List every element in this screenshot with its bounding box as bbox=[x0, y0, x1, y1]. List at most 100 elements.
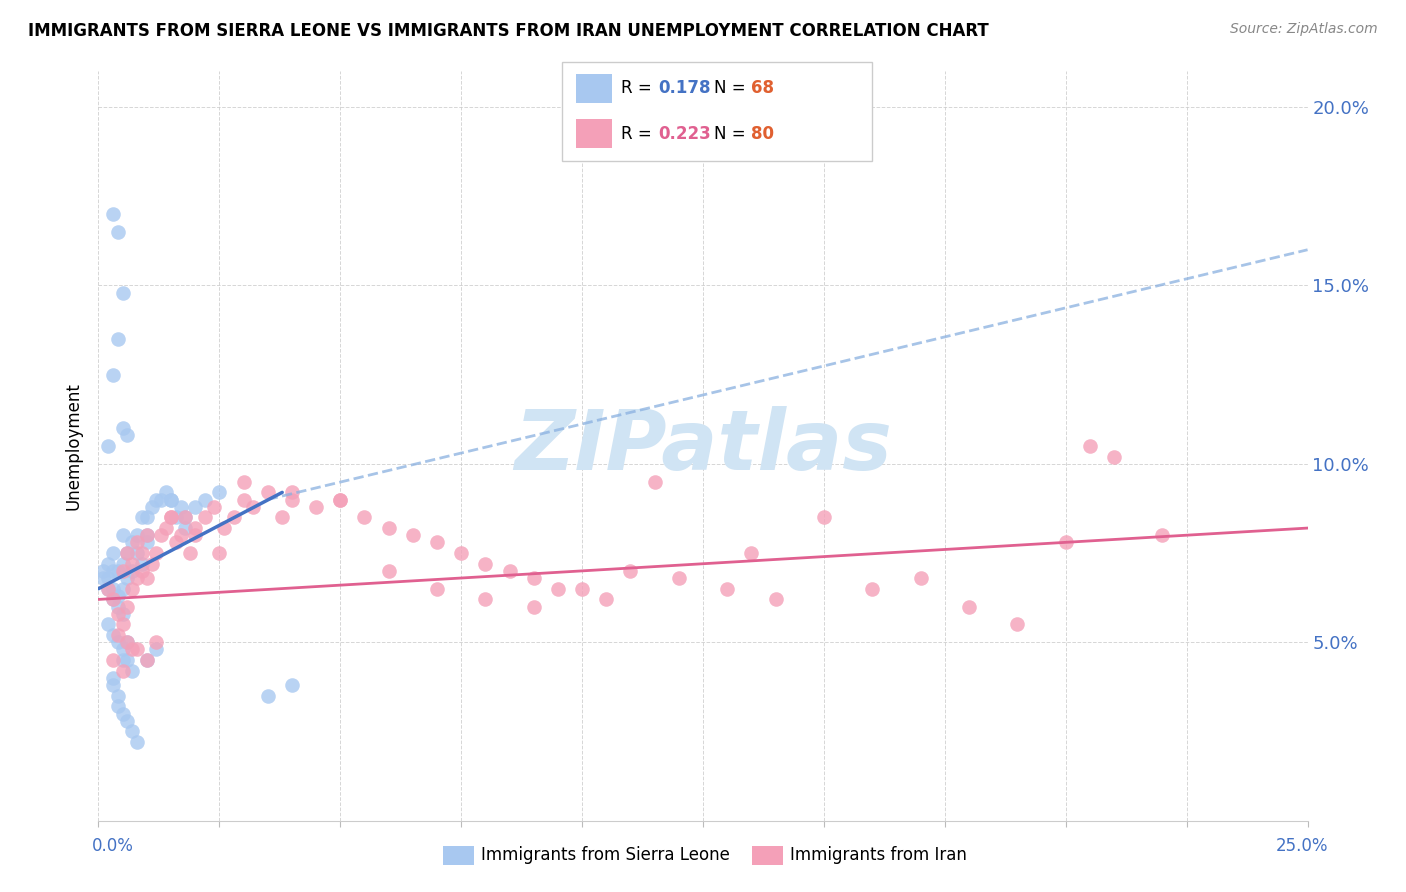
Point bbox=[121, 564, 143, 578]
Text: N =: N = bbox=[714, 79, 751, 97]
Point bbox=[135, 653, 157, 667]
Point bbox=[101, 592, 124, 607]
Point bbox=[101, 564, 124, 578]
Point bbox=[377, 521, 399, 535]
Point bbox=[222, 510, 245, 524]
Point bbox=[91, 564, 114, 578]
Point bbox=[127, 546, 149, 560]
Point bbox=[107, 225, 129, 239]
Point bbox=[135, 528, 157, 542]
Point bbox=[117, 571, 139, 585]
Point bbox=[402, 528, 425, 542]
Point bbox=[619, 564, 641, 578]
Text: Immigrants from Iran: Immigrants from Iran bbox=[790, 847, 967, 864]
Point bbox=[547, 582, 569, 596]
Point bbox=[111, 564, 134, 578]
Point bbox=[131, 546, 153, 560]
Point bbox=[305, 500, 328, 514]
Point bbox=[107, 699, 129, 714]
Point bbox=[169, 500, 191, 514]
Point bbox=[160, 492, 183, 507]
Point bbox=[232, 475, 254, 489]
Point bbox=[135, 653, 157, 667]
Point bbox=[127, 735, 149, 749]
Point bbox=[184, 528, 207, 542]
Point bbox=[97, 582, 120, 596]
Point bbox=[256, 485, 278, 500]
Point bbox=[97, 439, 120, 453]
Text: 0.223: 0.223 bbox=[658, 125, 711, 143]
Point bbox=[101, 546, 124, 560]
Point bbox=[184, 521, 207, 535]
Point bbox=[1102, 450, 1125, 464]
Point bbox=[111, 528, 134, 542]
Point bbox=[165, 535, 187, 549]
Point bbox=[1152, 528, 1174, 542]
Point bbox=[242, 500, 264, 514]
Text: ZIPatlas: ZIPatlas bbox=[515, 406, 891, 486]
Point bbox=[160, 510, 183, 524]
Point bbox=[111, 653, 134, 667]
Point bbox=[111, 617, 134, 632]
Point bbox=[121, 557, 143, 571]
Point bbox=[97, 571, 120, 585]
Point bbox=[121, 642, 143, 657]
Point bbox=[107, 599, 129, 614]
Point bbox=[131, 564, 153, 578]
Point bbox=[145, 492, 167, 507]
Point bbox=[97, 617, 120, 632]
Point bbox=[117, 714, 139, 728]
Point bbox=[111, 421, 134, 435]
Point bbox=[127, 535, 149, 549]
Point bbox=[117, 635, 139, 649]
Point bbox=[208, 546, 231, 560]
Text: 80: 80 bbox=[751, 125, 773, 143]
Point bbox=[121, 535, 143, 549]
Point bbox=[131, 557, 153, 571]
Text: 0.178: 0.178 bbox=[658, 79, 710, 97]
Point bbox=[111, 664, 134, 678]
Point bbox=[281, 485, 304, 500]
Point bbox=[91, 571, 114, 585]
Point bbox=[150, 528, 173, 542]
Point bbox=[165, 510, 187, 524]
Point bbox=[860, 582, 883, 596]
Point bbox=[813, 510, 835, 524]
Point bbox=[595, 592, 617, 607]
Point bbox=[765, 592, 787, 607]
Point bbox=[107, 564, 129, 578]
Point bbox=[117, 546, 139, 560]
Point bbox=[111, 642, 134, 657]
Text: 25.0%: 25.0% bbox=[1277, 837, 1329, 855]
Point bbox=[145, 642, 167, 657]
Point bbox=[141, 557, 163, 571]
Point bbox=[426, 582, 449, 596]
Point bbox=[194, 510, 217, 524]
Point bbox=[141, 500, 163, 514]
Point bbox=[111, 582, 134, 596]
Point bbox=[1054, 535, 1077, 549]
Point bbox=[101, 653, 124, 667]
Point bbox=[174, 510, 197, 524]
Point bbox=[498, 564, 520, 578]
Point bbox=[121, 582, 143, 596]
Point bbox=[150, 492, 173, 507]
Point bbox=[426, 535, 449, 549]
Point bbox=[957, 599, 980, 614]
Point bbox=[256, 689, 278, 703]
Point bbox=[107, 332, 129, 346]
Text: R =: R = bbox=[621, 79, 658, 97]
Point bbox=[107, 689, 129, 703]
Point bbox=[117, 599, 139, 614]
Point bbox=[101, 592, 124, 607]
Point bbox=[668, 571, 690, 585]
Point bbox=[107, 589, 129, 603]
Point bbox=[232, 492, 254, 507]
Point bbox=[155, 521, 177, 535]
Point bbox=[107, 607, 129, 621]
Point bbox=[474, 557, 496, 571]
Point bbox=[155, 485, 177, 500]
Point bbox=[194, 492, 217, 507]
Point bbox=[97, 582, 120, 596]
Point bbox=[127, 571, 149, 585]
